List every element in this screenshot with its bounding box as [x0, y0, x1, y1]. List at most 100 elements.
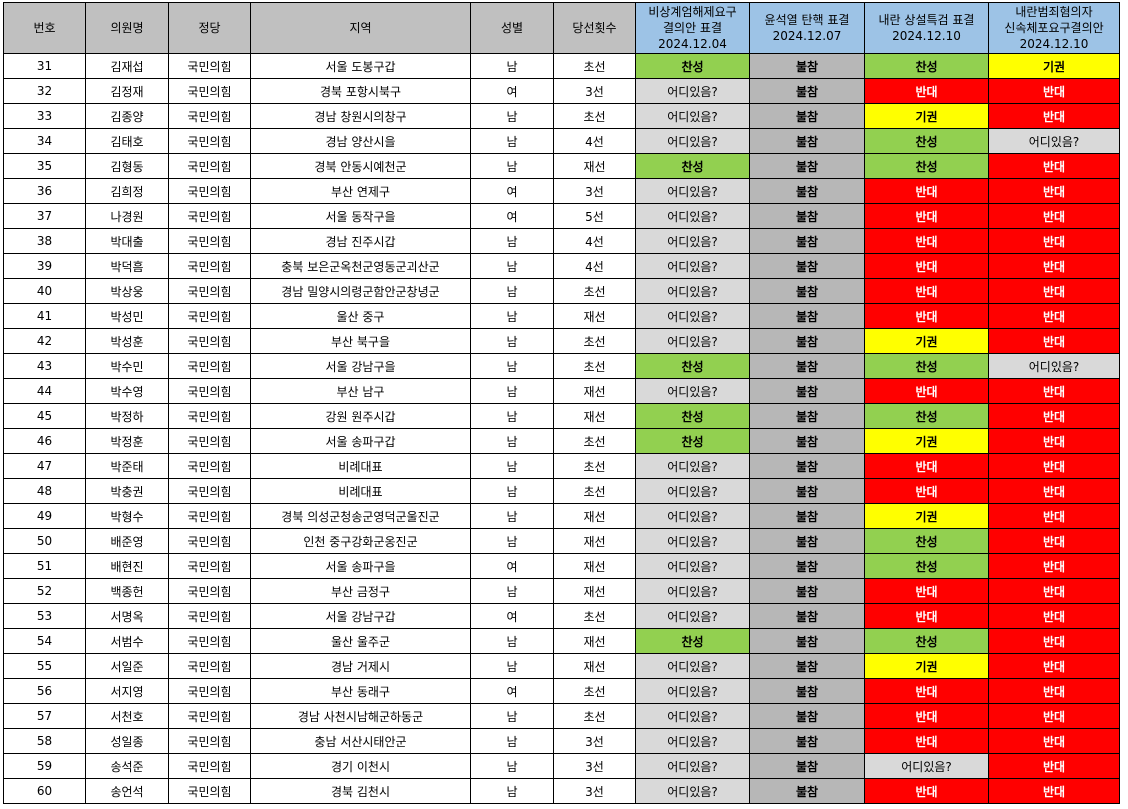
- cell-region: 부산 금정구: [250, 578, 471, 604]
- cell-vote-impeachment: 불참: [749, 653, 865, 679]
- cell-region: 비례대표: [250, 478, 471, 504]
- cell-vote-martial-law: 어디있음?: [635, 303, 750, 329]
- cell-vote-martial-law: 어디있음?: [635, 603, 750, 629]
- cell-vote-arrest-resolution: 반대: [988, 778, 1120, 804]
- cell-vote-impeachment: 불참: [749, 103, 865, 129]
- cell-no: 46: [3, 428, 86, 454]
- cell-vote-special-counsel: 반대: [864, 178, 989, 204]
- cell-name: 박성훈: [85, 328, 169, 354]
- cell-vote-arrest-resolution: 반대: [988, 478, 1120, 504]
- cell-vote-special-counsel: 찬성: [864, 553, 989, 579]
- cell-region: 서울 송파구을: [250, 553, 471, 579]
- cell-region: 강원 원주시갑: [250, 403, 471, 429]
- table-row: 40 박상웅 국민의힘 경남 밀양시의령군함안군창녕군 남 초선 어디있음? 불참 반대 반대: [3, 278, 1120, 304]
- table-row: 49 박형수 국민의힘 경북 의성군청송군영덕군울진군 남 재선 어디있음? 불참 기권 반대: [3, 503, 1120, 529]
- cell-region: 인천 중구강화군옹진군: [250, 528, 471, 554]
- cell-gender: 남: [470, 628, 554, 654]
- table-row: 38 박대출 국민의힘 경남 진주시갑 남 4선 어디있음? 불참 반대 반대: [3, 228, 1120, 254]
- cell-party: 국민의힘: [168, 478, 251, 504]
- cell-vote-impeachment: 불참: [749, 78, 865, 104]
- cell-party: 국민의힘: [168, 778, 251, 804]
- table-row: 51 배현진 국민의힘 서울 송파구을 여 재선 어디있음? 불참 찬성 반대: [3, 553, 1120, 579]
- cell-no: 34: [3, 128, 86, 154]
- cell-gender: 여: [470, 553, 554, 579]
- cell-terms: 초선: [553, 353, 636, 379]
- cell-vote-impeachment: 불참: [749, 478, 865, 504]
- cell-terms: 초선: [553, 453, 636, 479]
- cell-vote-impeachment: 불참: [749, 403, 865, 429]
- cell-no: 42: [3, 328, 86, 354]
- cell-terms: 초선: [553, 678, 636, 704]
- cell-vote-arrest-resolution: 반대: [988, 178, 1120, 204]
- table-row: 41 박성민 국민의힘 울산 중구 남 재선 어디있음? 불참 반대 반대: [3, 303, 1120, 329]
- cell-vote-martial-law: 어디있음?: [635, 453, 750, 479]
- cell-no: 53: [3, 603, 86, 629]
- cell-terms: 초선: [553, 53, 636, 79]
- cell-no: 31: [3, 53, 86, 79]
- cell-vote-martial-law: 어디있음?: [635, 128, 750, 154]
- cell-terms: 재선: [553, 503, 636, 529]
- cell-vote-impeachment: 불참: [749, 678, 865, 704]
- cell-vote-special-counsel: 반대: [864, 228, 989, 254]
- cell-vote-special-counsel: 반대: [864, 303, 989, 329]
- cell-no: 40: [3, 278, 86, 304]
- cell-region: 서울 동작구을: [250, 203, 471, 229]
- cell-vote-arrest-resolution: 반대: [988, 303, 1120, 329]
- cell-vote-impeachment: 불참: [749, 453, 865, 479]
- cell-vote-impeachment: 불참: [749, 428, 865, 454]
- cell-no: 47: [3, 453, 86, 479]
- cell-vote-martial-law: 어디있음?: [635, 753, 750, 779]
- cell-region: 경북 김천시: [250, 778, 471, 804]
- cell-vote-martial-law: 어디있음?: [635, 253, 750, 279]
- cell-party: 국민의힘: [168, 153, 251, 179]
- cell-terms: 초선: [553, 328, 636, 354]
- header-line: 윤석열 탄핵 표결: [764, 13, 850, 27]
- cell-party: 국민의힘: [168, 753, 251, 779]
- cell-no: 36: [3, 178, 86, 204]
- cell-vote-impeachment: 불참: [749, 278, 865, 304]
- cell-gender: 남: [470, 453, 554, 479]
- cell-vote-special-counsel: 반대: [864, 603, 989, 629]
- header-line: 2024.12.04: [658, 37, 727, 51]
- cell-name: 박수영: [85, 378, 169, 404]
- cell-name: 김태호: [85, 128, 169, 154]
- cell-terms: 3선: [553, 778, 636, 804]
- cell-terms: 재선: [553, 653, 636, 679]
- table-row: 46 박정훈 국민의힘 서울 송파구갑 남 초선 찬성 불참 기권 반대: [3, 428, 1120, 454]
- cell-gender: 남: [470, 703, 554, 729]
- cell-vote-martial-law: 어디있음?: [635, 328, 750, 354]
- cell-party: 국민의힘: [168, 178, 251, 204]
- cell-no: 33: [3, 103, 86, 129]
- cell-vote-impeachment: 불참: [749, 53, 865, 79]
- cell-vote-impeachment: 불참: [749, 628, 865, 654]
- cell-vote-special-counsel: 찬성: [864, 528, 989, 554]
- cell-vote-impeachment: 불참: [749, 553, 865, 579]
- cell-gender: 남: [470, 278, 554, 304]
- header-martial-law-vote: 비상계엄해제요구 결의안 표결 2024.12.04: [635, 2, 750, 54]
- table-row: 31 김재섭 국민의힘 서울 도봉구갑 남 초선 찬성 불참 찬성 기권: [3, 53, 1120, 79]
- cell-vote-special-counsel: 기권: [864, 328, 989, 354]
- cell-vote-arrest-resolution: 반대: [988, 578, 1120, 604]
- cell-no: 56: [3, 678, 86, 704]
- cell-gender: 남: [470, 353, 554, 379]
- cell-region: 경남 밀양시의령군함안군창녕군: [250, 278, 471, 304]
- header-gender: 성별: [470, 2, 554, 54]
- table-row: 39 박덕흠 국민의힘 충북 보은군옥천군영동군괴산군 남 4선 어디있음? 불참 반대 반대: [3, 253, 1120, 279]
- cell-region: 서울 송파구갑: [250, 428, 471, 454]
- cell-name: 김재섭: [85, 53, 169, 79]
- cell-vote-martial-law: 어디있음?: [635, 278, 750, 304]
- cell-region: 부산 연제구: [250, 178, 471, 204]
- cell-party: 국민의힘: [168, 303, 251, 329]
- table-row: 34 김태호 국민의힘 경남 양산시을 남 4선 어디있음? 불참 찬성 어디있음?: [3, 128, 1120, 154]
- header-name: 의원명: [85, 2, 169, 54]
- header-line: 2024.12.10: [892, 29, 961, 43]
- cell-vote-martial-law: 찬성: [635, 403, 750, 429]
- cell-gender: 남: [470, 503, 554, 529]
- cell-party: 국민의힘: [168, 428, 251, 454]
- table-row: 57 서천호 국민의힘 경남 사천시남해군하동군 남 초선 어디있음? 불참 반대 반대: [3, 703, 1120, 729]
- cell-region: 경남 창원시의창구: [250, 103, 471, 129]
- cell-vote-arrest-resolution: 반대: [988, 153, 1120, 179]
- table-row: 45 박정하 국민의힘 강원 원주시갑 남 재선 찬성 불참 찬성 반대: [3, 403, 1120, 429]
- cell-region: 충남 서산시태안군: [250, 728, 471, 754]
- cell-vote-martial-law: 어디있음?: [635, 703, 750, 729]
